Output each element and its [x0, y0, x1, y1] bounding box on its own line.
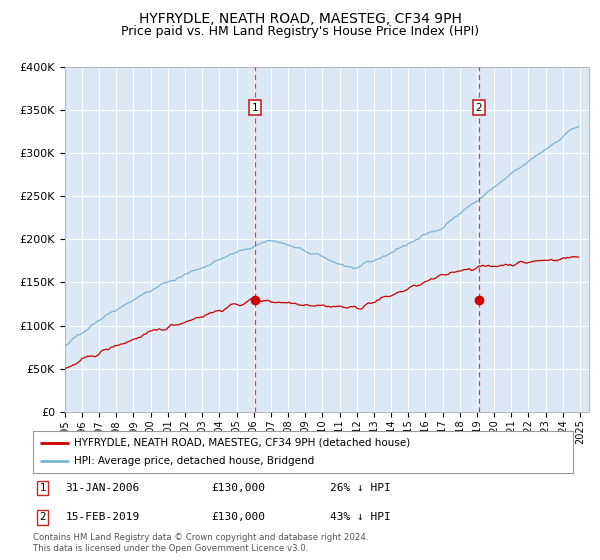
Text: £130,000: £130,000 — [211, 512, 265, 522]
Text: 43% ↓ HPI: 43% ↓ HPI — [330, 512, 391, 522]
Text: 1: 1 — [252, 102, 259, 113]
Text: £130,000: £130,000 — [211, 483, 265, 493]
Text: 1: 1 — [40, 483, 46, 493]
Text: HYFRYDLE, NEATH ROAD, MAESTEG, CF34 9PH (detached house): HYFRYDLE, NEATH ROAD, MAESTEG, CF34 9PH … — [74, 438, 410, 448]
Bar — [255, 67, 479, 412]
Text: HYFRYDLE, NEATH ROAD, MAESTEG, CF34 9PH: HYFRYDLE, NEATH ROAD, MAESTEG, CF34 9PH — [139, 12, 461, 26]
Text: HPI: Average price, detached house, Bridgend: HPI: Average price, detached house, Brid… — [74, 456, 314, 466]
Text: Price paid vs. HM Land Registry's House Price Index (HPI): Price paid vs. HM Land Registry's House … — [121, 25, 479, 38]
Text: 15-FEB-2019: 15-FEB-2019 — [65, 512, 140, 522]
Text: 2: 2 — [40, 512, 46, 522]
Text: Contains HM Land Registry data © Crown copyright and database right 2024.
This d: Contains HM Land Registry data © Crown c… — [33, 533, 368, 553]
Text: 31-JAN-2006: 31-JAN-2006 — [65, 483, 140, 493]
Text: 26% ↓ HPI: 26% ↓ HPI — [330, 483, 391, 493]
Text: 2: 2 — [476, 102, 482, 113]
